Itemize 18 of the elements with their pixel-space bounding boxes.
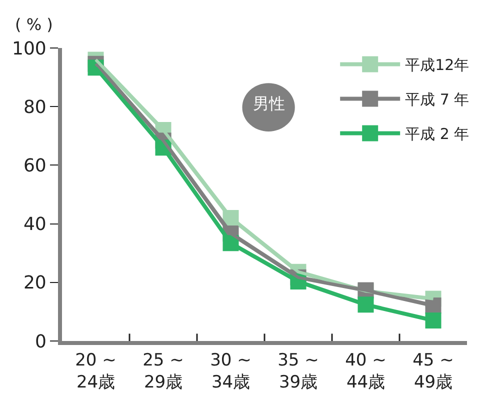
y-tick-label: 20: [23, 272, 46, 294]
x-tick-label: 35 ~ 39歳: [278, 350, 319, 392]
y-axis-title: ( % ): [15, 15, 53, 34]
legend-label: 平成12年: [405, 56, 470, 74]
y-tick-label: 80: [23, 96, 46, 118]
legend-label: 平成 2 年: [405, 125, 470, 144]
x-tick-label: 40 ~ 44歳: [345, 350, 386, 392]
y-tick-label: 100: [12, 38, 46, 60]
x-tick-label: 20 ~ 24歳: [75, 350, 116, 392]
x-tick-label: 30 ~ 34歳: [210, 350, 252, 392]
y-tick-label: 60: [23, 156, 46, 176]
y-tick-label: 0: [34, 331, 46, 352]
x-tick-label: 45 ~ 49歳: [412, 350, 454, 392]
legend-label: 平成 7 年: [405, 90, 470, 109]
point: [425, 312, 442, 328]
y-tick-label: 40: [23, 214, 46, 236]
x-tick-label: 25 ~ 29歳: [142, 350, 184, 392]
annotation: 男性: [253, 94, 285, 113]
